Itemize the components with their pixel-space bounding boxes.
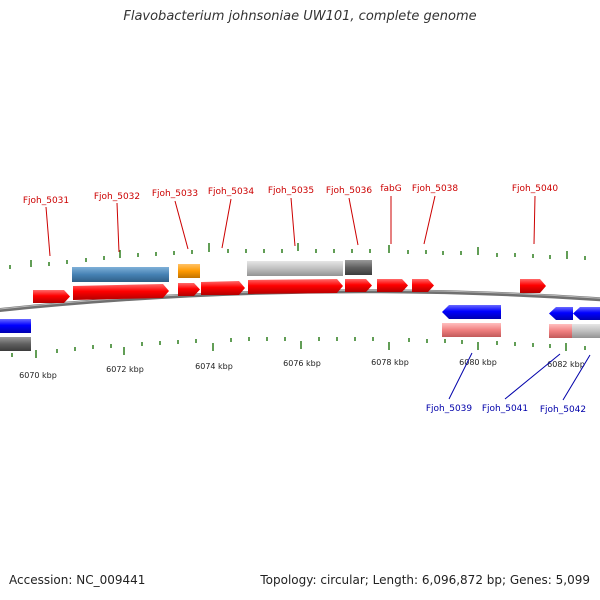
- gene-arrow-fjoh-5041: [549, 307, 573, 320]
- gene-label-fjoh-5040: Fjoh_5040: [512, 184, 559, 194]
- gene-label-fabg: fabG: [380, 184, 401, 194]
- map-title: Flavobacterium johnsoniae UW101, complet…: [123, 9, 477, 24]
- genome-summary: Topology: circular; Length: 6,096,872 bp…: [260, 573, 590, 587]
- gene-arrow-fjoh-5031: [33, 290, 70, 303]
- gene-arrow-fjoh-5034: [201, 281, 245, 295]
- axis-label-6078: 6078 kbp: [371, 358, 409, 367]
- feature-steelblue: [72, 267, 169, 282]
- feature-lightgray: [247, 261, 343, 276]
- axis-label-6072: 6072 kbp: [106, 365, 144, 374]
- gene-label-fjoh-5034: Fjoh_5034: [208, 187, 255, 197]
- gene-arrow-fjoh-5039: [442, 305, 501, 319]
- gene-label-fjoh-5035: Fjoh_5035: [268, 186, 314, 196]
- gene-label-fjoh-5036: Fjoh_5036: [326, 186, 373, 196]
- feature-darkgray: [345, 260, 372, 275]
- axis-label-6076: 6076 kbp: [283, 359, 321, 368]
- gene-arrow-fjoh-5036: [345, 279, 372, 292]
- gene-arrow-fjoh-5038: [412, 279, 434, 292]
- axis-label-6074: 6074 kbp: [195, 362, 233, 371]
- feature-orange: [178, 264, 200, 278]
- feature-lightgray-fjoh-5042: [572, 324, 600, 338]
- gene-label-fjoh-5041: Fjoh_5041: [482, 404, 528, 414]
- reverse-leader-lines: [448, 352, 591, 401]
- gene-label-fjoh-5038: Fjoh_5038: [412, 184, 459, 194]
- gene-arrow-fjoh-5040: [520, 279, 546, 293]
- feature-pink-fjoh-5041: [549, 324, 572, 338]
- feature-pink-fjoh-5039: [442, 323, 501, 337]
- gene-arrow-left-edge: [0, 319, 31, 333]
- feature-darkgray-left: [0, 337, 31, 351]
- gene-label-fjoh-5031: Fjoh_5031: [23, 196, 69, 206]
- accession-label: Accession: NC_009441: [9, 573, 146, 587]
- gene-arrow-fjoh-5042: [573, 307, 600, 320]
- axis-label-6080: 6080 kbp: [459, 358, 497, 367]
- axis-label-6082: 6082 kbp: [547, 360, 585, 369]
- gene-label-fjoh-5033: Fjoh_5033: [152, 189, 198, 199]
- gene-arrow-fjoh-5035: [248, 279, 343, 294]
- outer-feature-track: [72, 260, 372, 282]
- reverse-genes: [0, 305, 600, 333]
- gene-arrow-fabg: [377, 279, 408, 292]
- outer-ticks: [9, 243, 586, 269]
- gene-label-fjoh-5032: Fjoh_5032: [94, 192, 140, 202]
- forward-leader-lines: [45, 195, 536, 257]
- gene-arrow-fjoh-5033: [178, 283, 200, 296]
- gene-arrow-fjoh-5032: [73, 284, 169, 300]
- axis-label-6070: 6070 kbp: [19, 371, 57, 380]
- inner-ticks: [11, 337, 586, 358]
- inner-feature-track: [0, 323, 600, 351]
- gene-label-fjoh-5039: Fjoh_5039: [426, 404, 473, 414]
- gene-label-fjoh-5042: Fjoh_5042: [540, 405, 586, 415]
- forward-genes: [33, 279, 546, 303]
